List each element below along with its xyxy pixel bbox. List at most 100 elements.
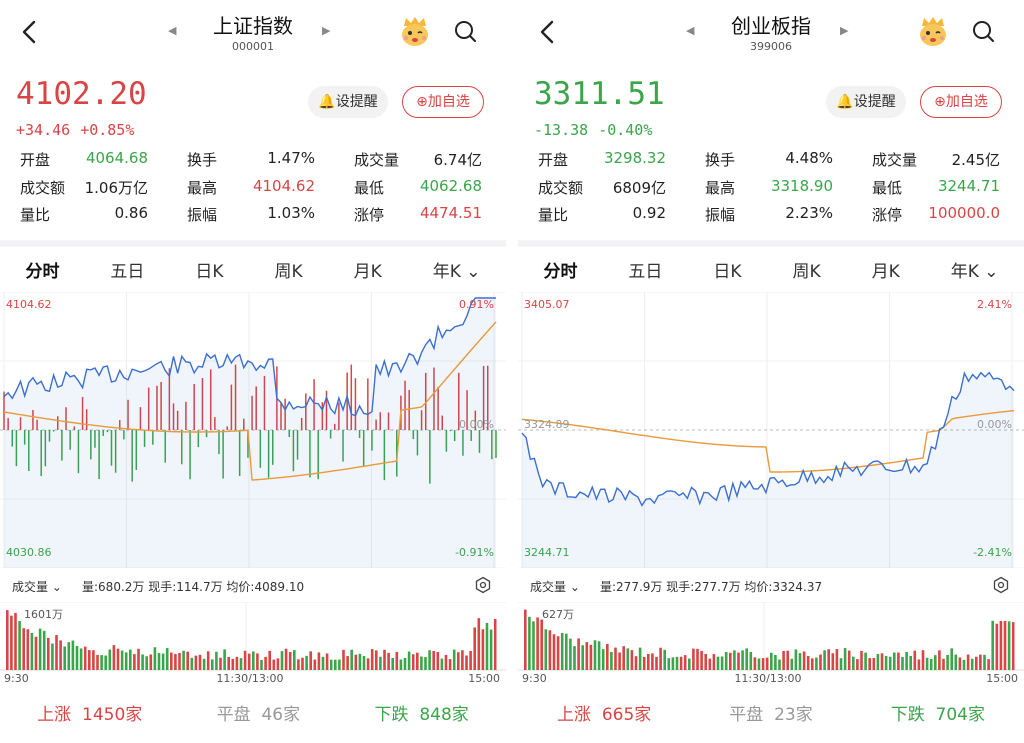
stat-label: 振幅 bbox=[187, 206, 218, 225]
stat-label: 成交额 bbox=[538, 178, 584, 197]
stat-cell: 换手 1.47% bbox=[187, 149, 315, 170]
back-icon[interactable] bbox=[536, 18, 560, 46]
volume-selector[interactable]: 成交量 ⌄ bbox=[12, 580, 62, 594]
index-code: 000001 bbox=[232, 40, 274, 53]
index-title: 上证指数 bbox=[213, 14, 293, 38]
stats-row: 开盘 3298.32 换手 4.48% 成交量 2.45亿 bbox=[538, 146, 1004, 174]
stats-row: 成交额 1.06万亿 最高 4104.62 最低 4062.68 bbox=[20, 174, 486, 202]
index-code: 399006 bbox=[750, 40, 792, 53]
chart-tabs: 分时 五日 日K 周K 月K 年K ⌄ bbox=[0, 252, 506, 288]
unchanged: 平盘 23家 bbox=[729, 700, 812, 736]
tab-2[interactable]: 日K bbox=[195, 262, 224, 282]
search-icon[interactable] bbox=[972, 20, 994, 42]
tab-0[interactable]: 分时 bbox=[543, 262, 578, 282]
index-panel-chinext: ◀ 创业板指 399006 ▶ 3311.51 -13.38 -0.40% 🔔设提… bbox=[518, 0, 1024, 743]
stat-value: 0.86 bbox=[114, 204, 148, 223]
stat-cell: 最高 3318.90 bbox=[705, 177, 833, 198]
tab-5[interactable]: 年K ⌄ bbox=[432, 262, 481, 282]
stat-value: 1.47% bbox=[267, 149, 315, 168]
advancers-label: 上涨 bbox=[557, 705, 591, 725]
index-title: 创业板指 bbox=[731, 14, 811, 38]
tab-4[interactable]: 月K bbox=[871, 262, 900, 282]
volume-chart: 627万 9:30 11:30/13:00 15:00 bbox=[518, 602, 1024, 688]
stat-cell: 涨停 100000.0 bbox=[872, 204, 1000, 225]
header: ◀ 创业板指 399006 ▶ bbox=[518, 0, 1024, 66]
stat-value: 4064.68 bbox=[85, 149, 148, 168]
stat-label: 量比 bbox=[538, 206, 569, 225]
stat-cell: 成交量 6.74亿 bbox=[354, 149, 482, 170]
chart-high-label: 3405.07 bbox=[524, 298, 570, 311]
stat-value: 4062.68 bbox=[419, 176, 482, 195]
chart-low-label: 4030.86 bbox=[6, 546, 52, 559]
add-watchlist-button[interactable]: ⊕加自选 bbox=[920, 86, 1002, 118]
settings-icon[interactable] bbox=[474, 576, 492, 597]
mascot-icon[interactable] bbox=[916, 14, 950, 48]
intraday-chart[interactable]: 4104.62 0.91% 4030.86 -0.91% 0.00% bbox=[0, 292, 506, 568]
stat-value: 4104.62 bbox=[252, 176, 315, 195]
stat-value: 2.45亿 bbox=[951, 151, 1000, 170]
chart-mid-label: 3324.89 bbox=[524, 418, 570, 431]
tab-5[interactable]: 年K ⌄ bbox=[950, 262, 999, 282]
tab-0[interactable]: 分时 bbox=[25, 262, 60, 282]
time-mid: 11:30/13:00 bbox=[734, 672, 801, 685]
tab-3[interactable]: 周K bbox=[274, 262, 303, 282]
add-watchlist-label: 加自选 bbox=[427, 94, 470, 110]
mascot-icon[interactable] bbox=[398, 14, 432, 48]
bell-icon: 🔔 bbox=[836, 94, 854, 110]
stat-cell: 量比 0.92 bbox=[538, 204, 666, 225]
stat-label: 成交量 bbox=[354, 151, 400, 170]
header: ◀ 上证指数 000001 ▶ bbox=[0, 0, 506, 66]
tab-1[interactable]: 五日 bbox=[628, 262, 663, 282]
decliners-label: 下跌 bbox=[890, 705, 925, 725]
tab-1[interactable]: 五日 bbox=[110, 262, 145, 282]
tab-2[interactable]: 日K bbox=[713, 262, 742, 282]
tab-4[interactable]: 月K bbox=[353, 262, 382, 282]
stat-label: 开盘 bbox=[538, 151, 569, 170]
stat-label: 涨停 bbox=[354, 206, 385, 225]
stat-cell: 成交额 1.06万亿 bbox=[20, 177, 148, 198]
add-watchlist-button[interactable]: ⊕加自选 bbox=[402, 86, 484, 118]
add-watchlist-label: 加自选 bbox=[945, 94, 988, 110]
stat-value: 4.48% bbox=[785, 149, 833, 168]
intraday-chart[interactable]: 3405.07 2.41% 3244.71 -2.41% 0.00% 3324.89 bbox=[518, 292, 1024, 568]
stat-value: 4474.51 bbox=[419, 204, 482, 223]
change-percent: +0.85% bbox=[80, 121, 135, 139]
prev-index-icon[interactable]: ◀ bbox=[686, 24, 695, 37]
tab-3[interactable]: 周K bbox=[792, 262, 821, 282]
decliners: 下跌 704家 bbox=[891, 700, 985, 736]
stat-value: 3318.90 bbox=[770, 176, 833, 195]
stat-cell: 最高 4104.62 bbox=[187, 177, 315, 198]
volume-selector-label: 成交量 bbox=[12, 580, 49, 594]
stats-row: 开盘 4064.68 换手 1.47% 成交量 6.74亿 bbox=[20, 146, 486, 174]
breadth-footer: 上涨 1450家 平盘 46家 下跌 848家 bbox=[0, 700, 506, 736]
set-alert-button[interactable]: 🔔设提醒 bbox=[308, 86, 388, 118]
back-icon[interactable] bbox=[18, 18, 42, 46]
stat-value: 6809亿 bbox=[612, 178, 666, 197]
settings-icon[interactable] bbox=[992, 576, 1010, 597]
stats-row: 量比 0.92 振幅 2.23% 涨停 100000.0 bbox=[538, 201, 1004, 229]
stat-value: 3298.32 bbox=[603, 149, 666, 168]
stat-value: 6.74亿 bbox=[433, 151, 482, 170]
chart-high-pct: 2.41% bbox=[977, 298, 1012, 311]
chart-high-pct: 0.91% bbox=[459, 298, 494, 311]
stats-grid: 开盘 3298.32 换手 4.48% 成交量 2.45亿 成交额 6809亿 最高 3318.9… bbox=[538, 146, 1004, 229]
divider bbox=[518, 240, 1024, 247]
advancers-label: 上涨 bbox=[37, 705, 72, 725]
time-end: 15:00 bbox=[468, 672, 500, 685]
stat-label: 最高 bbox=[187, 178, 218, 197]
search-icon[interactable] bbox=[454, 20, 476, 42]
time-end: 15:00 bbox=[986, 672, 1018, 685]
prev-index-icon[interactable]: ◀ bbox=[168, 24, 177, 37]
stat-cell: 换手 4.48% bbox=[705, 149, 833, 170]
time-start: 9:30 bbox=[522, 672, 547, 685]
chart-high-label: 4104.62 bbox=[6, 298, 52, 311]
next-index-icon[interactable]: ▶ bbox=[840, 24, 849, 37]
next-index-icon[interactable]: ▶ bbox=[322, 24, 331, 37]
stat-cell: 量比 0.86 bbox=[20, 204, 148, 225]
volume-selector[interactable]: 成交量 ⌄ bbox=[530, 580, 580, 594]
set-alert-button[interactable]: 🔔设提醒 bbox=[826, 86, 906, 118]
stat-label: 成交额 bbox=[20, 178, 66, 197]
volume-chart: 1601万 9:30 11:30/13:00 15:00 bbox=[0, 602, 506, 688]
volume-selector-label: 成交量 bbox=[530, 580, 567, 594]
bell-icon: 🔔 bbox=[318, 94, 336, 110]
